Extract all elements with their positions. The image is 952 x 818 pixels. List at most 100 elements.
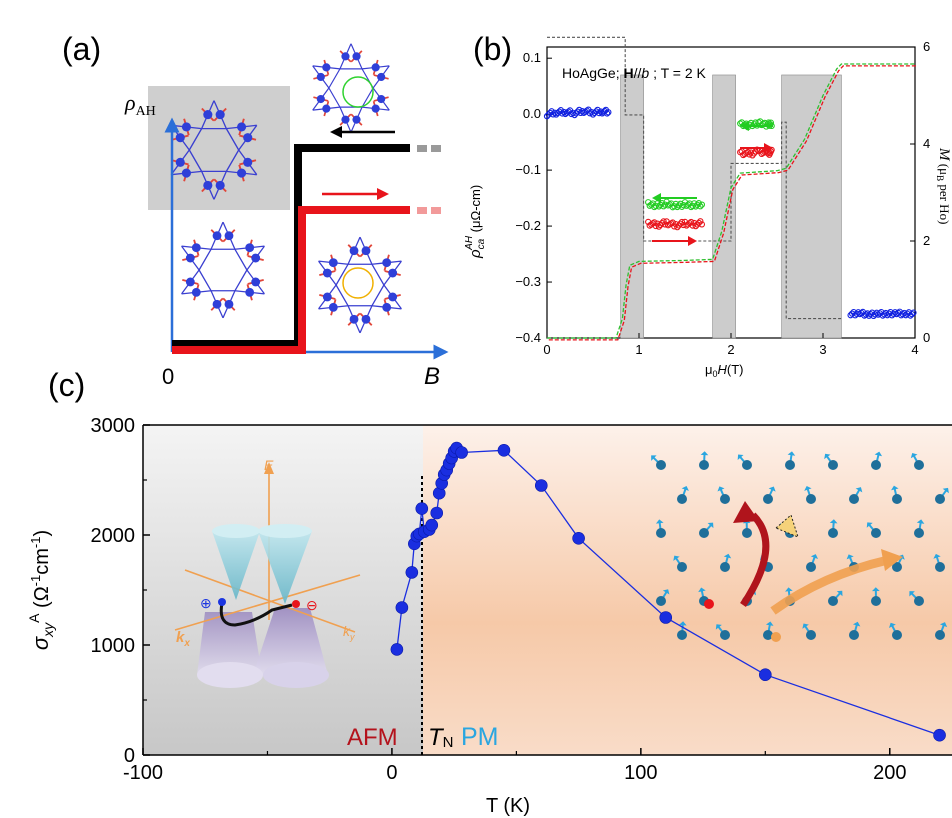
- hall-data-point: [848, 310, 856, 317]
- pm-spin-atom: [763, 494, 773, 504]
- sigma-point: [659, 611, 673, 624]
- pm-spin-arrowhead: [829, 519, 838, 524]
- lower-cone-base: [263, 662, 329, 688]
- panel-c-xlabel: T (K): [486, 795, 530, 817]
- spin-atom: [237, 168, 247, 178]
- b-ytick-right-label: 4: [923, 136, 930, 151]
- b-ytick-left-label: −0.2: [515, 218, 541, 233]
- hall-data-point: [680, 202, 687, 209]
- spin-atom: [185, 253, 195, 263]
- pm-spin-arrowhead: [678, 621, 687, 626]
- pm-spin-atom: [742, 460, 752, 470]
- b-xtick-label: 4: [911, 342, 918, 357]
- field-shading: [620, 74, 842, 339]
- panel-c-ylabel: σxyA (Ω-1cm-1): [26, 530, 56, 650]
- b-axis-zero: 0: [162, 364, 174, 389]
- hall-data-point: [586, 110, 594, 117]
- spin-tile-background: [148, 86, 290, 210]
- sigma-point: [572, 531, 585, 545]
- sigma-point: [534, 479, 548, 492]
- kagome-bond: [198, 248, 212, 271]
- spin-atom: [322, 63, 331, 72]
- spin-atom: [322, 292, 332, 302]
- panel-b-ticks: 0 1 2 3 4 0.1 0.0 −0.1 −0.2 −0.3 −0.4 6 4 2 0: [515, 39, 930, 357]
- pm-spin-atom: [935, 630, 945, 640]
- spin-triangle: [775, 514, 799, 538]
- b-ytick-left-label: −0.4: [515, 330, 541, 345]
- hall-data-point: [557, 107, 564, 114]
- pm-spin-arrowhead: [942, 487, 949, 494]
- kagome-bond: [328, 68, 341, 89]
- kagome-bond: [198, 269, 212, 292]
- pm-spin-atom: [720, 562, 730, 572]
- kagome-bond: [234, 269, 248, 292]
- spin-atom: [203, 180, 213, 190]
- hall-data-point: [592, 108, 600, 115]
- field-shade-band: [781, 74, 842, 339]
- panel-b-title: HoAgGe; H//b ; T = 2 K: [562, 65, 707, 81]
- pm-spin-arrowhead: [707, 522, 714, 529]
- hall-data-point: [891, 309, 899, 316]
- spin-atom: [181, 122, 191, 132]
- pm-spin-arrowhead: [846, 554, 854, 560]
- spin-atom: [215, 110, 225, 120]
- hall-data-point: [678, 218, 686, 226]
- panel-a: (a) ρAH 0 B: [62, 31, 449, 390]
- kagome-bond: [188, 149, 203, 172]
- hall-data-point: [546, 109, 554, 117]
- pm-spin-atom: [656, 460, 666, 470]
- pm-spin-arrowhead: [804, 485, 812, 491]
- panel-b-ylabel-right: M (μB per Ho): [935, 147, 952, 224]
- pm-spin-atom: [785, 460, 795, 470]
- hall-data-point: [672, 221, 679, 228]
- pm-spin-arrowhead: [874, 451, 883, 457]
- kagome-bond: [328, 87, 341, 108]
- pm-spin-arrowhead: [810, 554, 819, 560]
- fermi-arc: [219, 602, 293, 627]
- sigma-point: [405, 566, 419, 579]
- dash-pink-1: [417, 207, 427, 214]
- spin-atom: [181, 168, 191, 178]
- hall-data-point: [669, 219, 676, 226]
- pm-spin-arrowhead: [785, 587, 793, 592]
- pm-spin-arrowhead: [723, 553, 732, 559]
- hall-data-point: [905, 309, 913, 316]
- hall-data-point: [855, 309, 862, 316]
- spin-atom: [388, 292, 398, 302]
- hall-data-point: [655, 223, 663, 230]
- ky-axis-label: ky: [343, 623, 355, 642]
- magnetization-curves: [547, 36, 917, 341]
- field-shade-band: [712, 74, 736, 339]
- dash-gray-2: [431, 145, 441, 152]
- panel-c-label: (c): [48, 367, 85, 403]
- kx-axis-label: kx: [176, 629, 190, 649]
- magnetization-up-sweep: [547, 63, 915, 339]
- hall-data-point: [850, 308, 857, 316]
- hall-data-point: [675, 222, 683, 229]
- sigma-point: [430, 506, 444, 520]
- upper-cone-top-left: [212, 524, 260, 538]
- panel-b-ylabel-left: ρcaAH (μΩ-cm): [464, 185, 487, 259]
- pm-region: [423, 425, 952, 755]
- pm-spin-arrowhead: [662, 589, 670, 595]
- kagome-spin-structure-4: [318, 236, 402, 334]
- sigma-point: [497, 443, 511, 457]
- hall-data-point: [576, 106, 583, 114]
- hall-data-point: [687, 218, 695, 226]
- green-arrow-left-2: [740, 121, 773, 131]
- spin-atom: [224, 231, 234, 241]
- pm-spin-arrowhead: [889, 622, 896, 628]
- spin-atom: [352, 52, 361, 61]
- hall-data-point: [579, 108, 586, 115]
- pm-spin-atom: [892, 630, 902, 640]
- pm-spin-atom: [914, 528, 924, 538]
- hall-data-point: [694, 201, 701, 208]
- hall-data-point: [675, 202, 683, 209]
- b-xtick-label: 3: [819, 342, 826, 357]
- hall-data-point: [574, 108, 581, 115]
- pm-spin-atom: [849, 494, 859, 504]
- orange-electron-arrowhead: [881, 549, 903, 571]
- c-xtick-label: -100: [123, 762, 163, 784]
- spin-atom: [251, 277, 261, 287]
